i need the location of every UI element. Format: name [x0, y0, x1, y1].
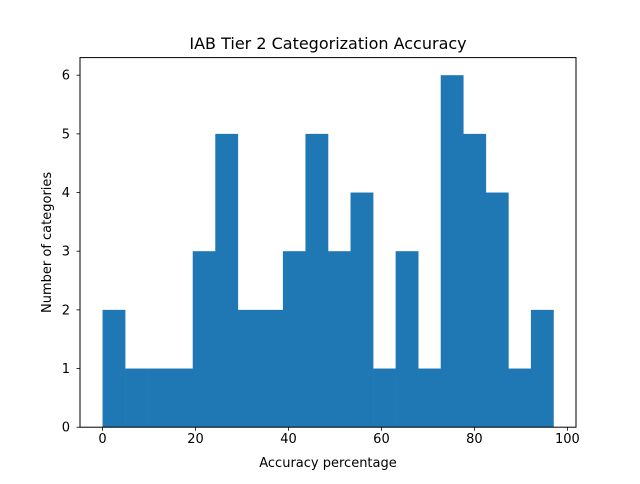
- histogram-bar: [373, 368, 396, 428]
- y-tick-label: 5: [62, 127, 70, 142]
- histogram-bar: [147, 368, 171, 428]
- x-tick-label: 20: [187, 432, 204, 447]
- y-tick-label: 4: [62, 186, 70, 201]
- y-tick-label: 2: [62, 303, 70, 318]
- y-tick-label: 1: [62, 362, 70, 377]
- x-axis-label: Accuracy percentage: [259, 456, 397, 471]
- y-tick-label: 0: [62, 421, 70, 436]
- y-axis-ticks: 0 1 2 3 4 5 6: [62, 69, 80, 436]
- histogram-bar: [440, 75, 464, 428]
- bars-group: [102, 75, 554, 428]
- histogram-bar: [282, 251, 306, 428]
- y-axis-label: Number of categories: [40, 172, 55, 313]
- histogram-bar: [350, 192, 374, 428]
- x-tick-label: 100: [555, 432, 580, 447]
- histogram-bar: [530, 309, 554, 428]
- histogram-bar: [215, 133, 239, 428]
- histogram-bar: [260, 309, 284, 428]
- histogram-bar: [102, 309, 126, 428]
- x-tick-label: 40: [280, 432, 297, 447]
- x-tick-label: 0: [98, 432, 106, 447]
- histogram-bar: [170, 368, 194, 428]
- histogram-bar: [395, 251, 419, 428]
- plot-frame: [79, 57, 577, 428]
- histogram-bar: [237, 309, 261, 428]
- histogram-bar: [192, 251, 216, 428]
- x-axis-ticks: 0 20 40 60 80 100: [98, 427, 580, 447]
- histogram-bar: [485, 192, 509, 428]
- histogram-bar: [508, 368, 532, 428]
- histogram-bar: [463, 133, 487, 428]
- x-tick-label: 60: [373, 432, 390, 447]
- histogram-bar: [418, 368, 442, 428]
- histogram-bar: [125, 368, 148, 428]
- y-tick-label: 3: [62, 245, 70, 260]
- x-tick-label: 80: [466, 432, 483, 447]
- histogram-bar: [328, 251, 351, 428]
- histogram-bar: [305, 133, 329, 428]
- chart-title: IAB Tier 2 Categorization Accuracy: [189, 34, 466, 53]
- y-tick-label: 6: [62, 69, 70, 84]
